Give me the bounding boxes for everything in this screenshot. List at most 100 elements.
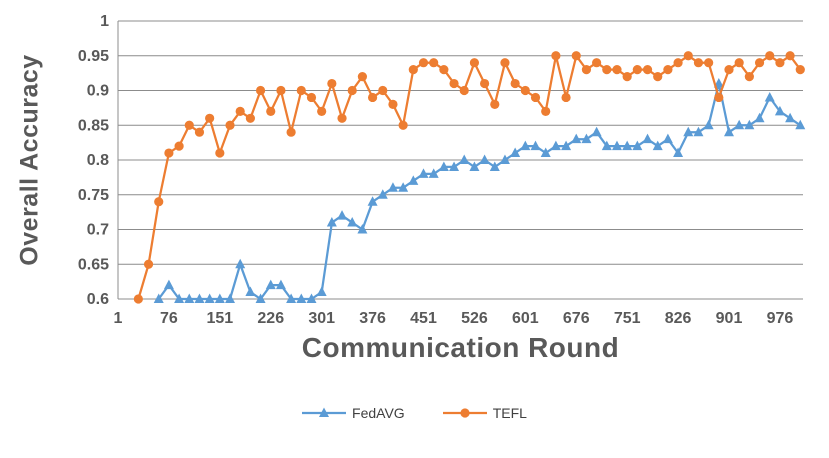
triangle-marker-icon	[367, 196, 378, 206]
triangle-marker-icon	[499, 154, 510, 164]
x-tick-label: 76	[160, 310, 178, 327]
circle-marker-icon	[530, 92, 541, 103]
circle-marker-icon	[225, 120, 235, 130]
triangle-marker-icon	[418, 168, 429, 178]
triangle-marker-icon	[337, 210, 348, 220]
circle-marker-icon	[642, 65, 653, 75]
circle-marker-icon	[276, 85, 286, 96]
triangle-marker-icon	[255, 293, 266, 303]
triangle-marker-icon	[774, 105, 785, 116]
legend-item-fedavg: FedAVG	[302, 405, 405, 421]
triangle-marker-icon	[265, 279, 276, 290]
circle-marker-icon	[490, 99, 500, 109]
legend-label-fedavg: FedAVG	[352, 405, 405, 421]
triangle-marker-icon	[785, 112, 796, 123]
triangle-marker-icon	[724, 126, 735, 137]
circle-marker-icon	[408, 65, 418, 75]
triangle-marker-icon	[428, 168, 439, 178]
series-line-fedavg	[157, 82, 801, 301]
circle-marker-icon	[286, 127, 296, 137]
circle-marker-icon	[785, 51, 795, 61]
circle-marker-icon	[480, 78, 490, 89]
triangle-marker-icon	[520, 140, 531, 151]
triangle-marker-icon	[194, 293, 205, 303]
circle-marker-icon	[357, 72, 368, 82]
triangle-marker-icon	[571, 133, 582, 144]
legend: FedAVG TEFL	[0, 405, 829, 421]
circle-marker-icon	[571, 51, 581, 61]
circle-marker-icon	[663, 65, 673, 75]
circle-marker-icon	[632, 65, 642, 75]
triangle-marker-icon	[438, 161, 449, 171]
circle-marker-icon	[398, 120, 408, 130]
x-tick-label: 976	[767, 310, 794, 327]
circle-marker-icon	[154, 197, 164, 207]
circle-marker-icon	[765, 51, 775, 61]
x-tick-label: 676	[563, 310, 590, 327]
circle-marker-icon	[388, 99, 398, 109]
circle-marker-icon	[378, 85, 388, 96]
y-tick-label: 0.8	[87, 152, 109, 169]
y-tick-label: 0.85	[78, 117, 109, 134]
circle-marker-icon	[602, 65, 612, 75]
series-line-tefl	[137, 54, 802, 300]
circle-marker-icon	[541, 106, 551, 116]
triangle-marker-icon	[296, 293, 307, 303]
triangle-marker-icon	[632, 140, 643, 151]
circle-marker-icon	[245, 113, 255, 123]
circle-marker-icon	[754, 58, 765, 68]
triangle-marker-icon	[449, 161, 460, 171]
triangle-marker-icon	[174, 293, 185, 303]
circle-marker-icon	[337, 113, 347, 123]
y-tick-label: 0.7	[87, 222, 109, 239]
circle-marker-icon	[693, 58, 704, 68]
triangle-marker-icon	[510, 147, 521, 158]
y-axis-title: Overall Accuracy	[15, 54, 44, 266]
triangle-marker-icon	[163, 279, 174, 290]
triangle-marker-icon	[683, 126, 694, 137]
circle-marker-icon	[205, 113, 215, 123]
triangle-marker-icon	[459, 154, 470, 164]
triangle-marker-icon	[398, 182, 409, 192]
triangle-marker-icon	[275, 279, 286, 290]
circle-marker-icon	[744, 72, 754, 82]
y-tick-label: 0.65	[78, 256, 109, 273]
x-tick-label: 901	[716, 310, 743, 327]
x-tick-label: 1	[114, 310, 123, 327]
triangle-marker-icon	[184, 293, 195, 303]
circle-marker-icon	[184, 120, 194, 130]
triangle-marker-icon	[754, 112, 765, 123]
triangle-marker-icon	[540, 147, 551, 158]
circle-marker-icon	[500, 58, 510, 68]
circle-marker-icon	[347, 85, 357, 96]
circle-marker-icon	[592, 58, 602, 68]
circle-marker-icon	[520, 85, 530, 96]
circle-marker-icon	[194, 127, 205, 137]
legend-circle-marker-icon	[442, 408, 487, 418]
triangle-marker-icon	[581, 133, 592, 144]
triangle-marker-icon	[387, 182, 398, 192]
circle-marker-icon	[266, 106, 276, 116]
triangle-marker-icon	[306, 293, 317, 303]
triangle-marker-icon	[601, 140, 612, 151]
triangle-marker-icon	[744, 119, 755, 130]
circle-marker-icon	[469, 58, 480, 68]
triangle-marker-icon	[347, 217, 358, 227]
y-tick-label: 0.95	[78, 48, 109, 65]
y-tick-label: 1	[100, 13, 109, 30]
triangle-marker-icon	[469, 161, 480, 171]
x-tick-label: 151	[206, 310, 233, 327]
circle-marker-icon	[775, 58, 785, 68]
circle-marker-icon	[174, 141, 184, 151]
triangle-marker-icon	[652, 140, 663, 151]
circle-marker-icon	[724, 65, 734, 75]
triangle-marker-icon	[703, 119, 714, 130]
circle-marker-icon	[673, 58, 683, 68]
triangle-marker-icon	[479, 154, 490, 164]
circle-marker-icon	[714, 92, 724, 103]
x-tick-label: 826	[665, 310, 692, 327]
triangle-marker-icon	[204, 293, 215, 303]
circle-marker-icon	[653, 72, 663, 82]
